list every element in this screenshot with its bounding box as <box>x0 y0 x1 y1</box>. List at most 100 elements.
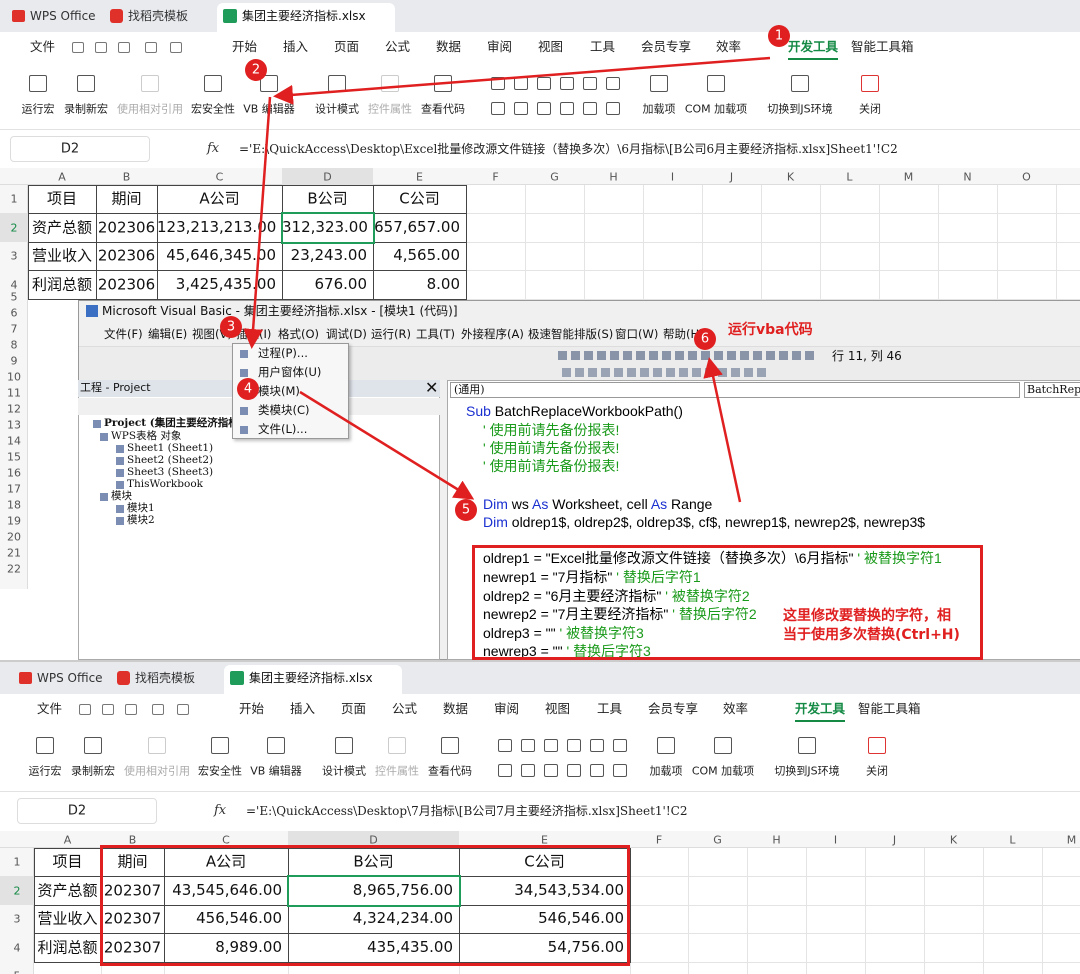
insert-menu-item[interactable]: 类模块(C) <box>258 403 310 417</box>
ribbon-button[interactable]: 运行宏 <box>28 764 62 778</box>
tree-item[interactable]: ThisWorkbook <box>127 478 204 490</box>
ribbon-button[interactable]: COM 加载项 <box>684 102 748 116</box>
sheet-icon <box>223 9 237 23</box>
menu-item[interactable]: 视图 <box>538 39 564 54</box>
code-line: oldrep2 = "6月主要经济指标" ' 被替换字符2 <box>483 588 750 604</box>
ribbon-button[interactable]: 控件属性 <box>368 102 412 116</box>
menu-item[interactable]: 数据 <box>436 39 462 54</box>
vba-menu-item[interactable]: 工具(T) <box>416 327 455 341</box>
code-token: As <box>650 496 668 512</box>
menu-item[interactable]: 会员专享 <box>648 701 699 716</box>
menu-item[interactable]: 数据 <box>443 701 469 716</box>
insert-menu-item[interactable]: 过程(P)... <box>258 346 308 360</box>
ribbon-button[interactable]: 设计模式 <box>315 102 359 116</box>
ribbon-button[interactable]: 切换到JS环境 <box>767 102 833 116</box>
tab[interactable]: 找稻壳模板 <box>128 9 189 23</box>
vba-menu-item[interactable]: 外接程序(A) <box>461 327 524 341</box>
toolbar-icon <box>601 368 610 377</box>
vba-menu-item[interactable]: 调试(D) <box>326 327 367 341</box>
cell-text: 202307 <box>103 938 162 956</box>
cell-text: 202306 <box>97 246 156 265</box>
menu-item[interactable]: 审阅 <box>494 701 520 716</box>
menu-item[interactable]: 效率 <box>716 39 742 54</box>
vba-menu-item[interactable]: 文件(F) <box>104 327 143 341</box>
menu-item[interactable]: 工具 <box>597 701 623 716</box>
menu-item[interactable]: 效率 <box>723 701 749 716</box>
ribbon-button[interactable]: 录制新宏 <box>71 764 115 778</box>
menu-item[interactable]: 插入 <box>290 701 316 716</box>
tree-item[interactable]: Sheet2 (Sheet2) <box>127 454 214 466</box>
tab[interactable]: WPS Office <box>30 9 96 23</box>
menu-item[interactable]: 会员专享 <box>641 39 692 54</box>
vba-menu-item[interactable]: 格式(O) <box>278 327 320 341</box>
tree-item[interactable]: 模块1 <box>127 502 155 514</box>
ribbon-button[interactable]: 运行宏 <box>21 102 55 116</box>
ribbon-button[interactable]: 使用相对引用 <box>117 102 183 116</box>
tree-item[interactable]: 模块 <box>111 490 132 502</box>
tree-item[interactable]: 模块2 <box>127 514 155 526</box>
code-token: Sub <box>466 403 491 419</box>
menu-item[interactable]: 页面 <box>334 39 360 54</box>
ribbon-button[interactable]: 录制新宏 <box>64 102 108 116</box>
code-line: ' 使用前请先备份报表! <box>483 440 619 456</box>
row-header: 1 <box>13 855 21 869</box>
tree-item[interactable]: Project (集团主要经济指标 <box>104 417 239 429</box>
ribbon-button[interactable]: 控件属性 <box>375 764 419 778</box>
vba-menu-item[interactable]: 编辑(E) <box>148 327 188 341</box>
menu-item[interactable]: 文件 <box>30 39 56 54</box>
menu-item[interactable]: 开发工具 <box>795 702 846 722</box>
tree-item[interactable]: Sheet1 (Sheet1) <box>127 442 214 454</box>
menu-item[interactable]: 审阅 <box>487 39 513 54</box>
grid-line <box>924 848 925 974</box>
ribbon-button[interactable]: COM 加载项 <box>691 764 755 778</box>
column-header: G <box>713 833 722 847</box>
ribbon-button[interactable]: 加载项 <box>642 102 676 116</box>
menu-item[interactable]: 插入 <box>283 39 309 54</box>
ribbon-button[interactable]: 加载项 <box>649 764 683 778</box>
tab[interactable]: 找稻壳模板 <box>135 671 196 685</box>
vba-menu-item[interactable]: 视图(V) <box>192 327 232 341</box>
ribbon-button[interactable]: 宏安全性 <box>191 102 235 116</box>
menu-item[interactable]: 智能工具箱 <box>858 701 921 716</box>
toolbar-icon <box>588 368 597 377</box>
annotation: 这里修改要替换的字符，相 <box>783 608 951 624</box>
column-header: A <box>58 170 66 184</box>
close-button[interactable]: ✕ <box>425 378 439 397</box>
menu-item[interactable]: 开始 <box>239 701 265 716</box>
ribbon-button[interactable]: 宏安全性 <box>198 764 242 778</box>
proc-combo-text[interactable]: BatchRepl <box>1027 383 1080 396</box>
ribbon-icon <box>388 737 406 754</box>
menu-item[interactable]: 开始 <box>232 39 258 54</box>
ribbon-button[interactable]: 切换到JS环境 <box>774 764 840 778</box>
ribbon-button[interactable]: 使用相对引用 <box>124 764 190 778</box>
ribbon-button[interactable]: 关闭 <box>859 102 881 116</box>
tree-icon <box>100 433 108 441</box>
tree-item[interactable]: WPS表格 对象 <box>111 430 182 442</box>
tab[interactable]: 集团主要经济指标.xlsx <box>249 671 373 685</box>
insert-menu-item[interactable]: 用户窗体(U) <box>258 365 322 379</box>
insert-menu-item[interactable]: 模块(M) <box>258 384 300 398</box>
tree-item[interactable]: Sheet3 (Sheet3) <box>127 466 214 478</box>
ribbon-button[interactable]: 查看代码 <box>421 102 465 116</box>
menu-item[interactable]: 公式 <box>385 39 411 54</box>
ribbon-button[interactable]: VB 编辑器 <box>250 764 302 778</box>
object-combo-text[interactable]: (通用) <box>454 383 485 396</box>
tab[interactable]: WPS Office <box>37 671 103 685</box>
code-token: oldrep2 = "6月主要经济指标" <box>483 588 666 604</box>
tab[interactable]: 集团主要经济指标.xlsx <box>242 9 366 23</box>
menu-item[interactable]: 公式 <box>392 701 418 716</box>
menu-item[interactable]: 开发工具 <box>788 40 839 60</box>
menu-item[interactable]: 智能工具箱 <box>851 39 914 54</box>
ribbon-button[interactable]: 查看代码 <box>428 764 472 778</box>
menu-item[interactable]: 页面 <box>341 701 367 716</box>
ribbon-button[interactable]: 关闭 <box>866 764 888 778</box>
menu-item[interactable]: 视图 <box>545 701 571 716</box>
menu-item[interactable]: 文件 <box>37 701 63 716</box>
insert-menu-item[interactable]: 文件(L)... <box>258 422 308 436</box>
vba-menu-item[interactable]: 窗口(W) <box>615 327 659 341</box>
vba-menu-item[interactable]: 运行(R) <box>371 327 411 341</box>
ribbon-button[interactable]: 设计模式 <box>322 764 366 778</box>
vba-menu-item[interactable]: 帮助(H) <box>663 327 704 341</box>
vba-menu-item[interactable]: 极速智能排版(S) <box>528 327 614 341</box>
menu-item[interactable]: 工具 <box>590 39 616 54</box>
